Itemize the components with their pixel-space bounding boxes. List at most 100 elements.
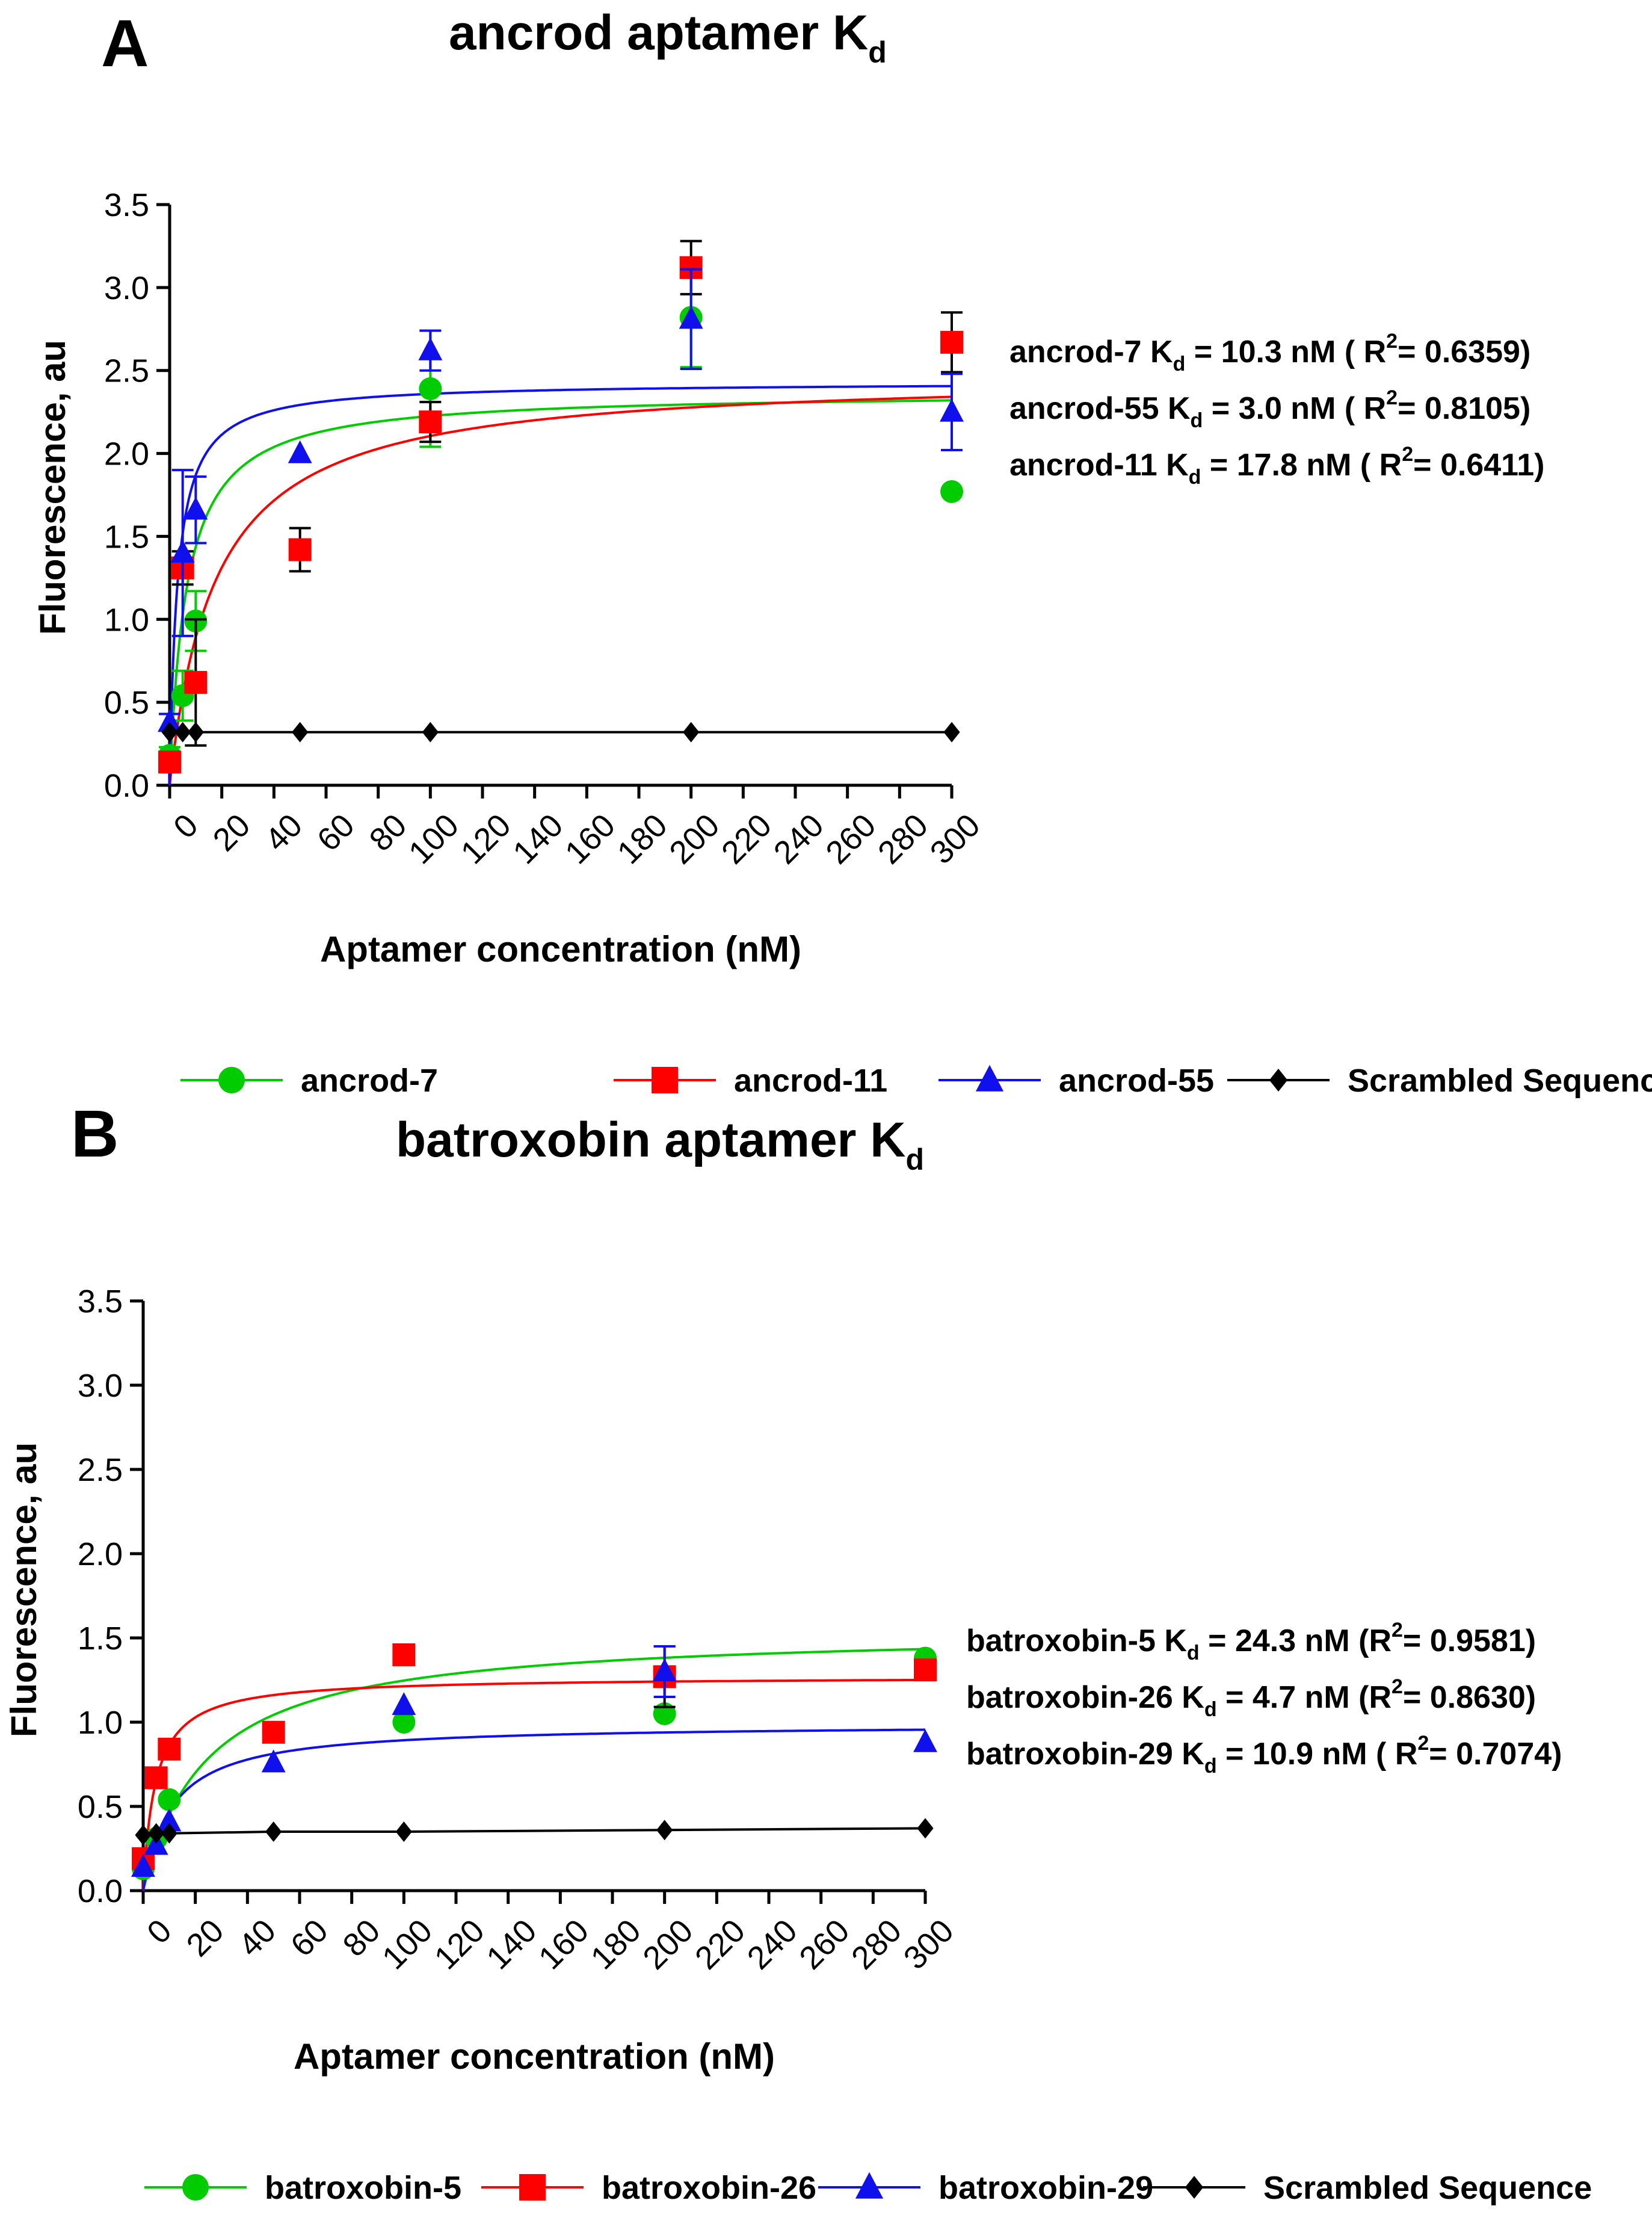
fit-annotations: batroxobin-5 Kd = 24.3 nM (R2= 0.9581) b… — [966, 1619, 1562, 1778]
x-tick-label: 80 — [363, 807, 414, 858]
x-tick-label: 240 — [767, 807, 831, 871]
x-tick-label: 260 — [792, 1912, 856, 1976]
x-tick-label: 260 — [819, 807, 883, 871]
fit-annotations: ancrod-7 Kd = 10.3 nM ( R2= 0.6359) ancr… — [1009, 330, 1544, 489]
data-point-ancrod-55 — [940, 398, 964, 422]
data-point-ancrod-55 — [170, 540, 195, 563]
x-tick-label: 100 — [375, 1912, 439, 1976]
data-point-batroxobin-5 — [158, 1788, 181, 1811]
chart-title: ancrod aptamer Kd — [449, 5, 887, 69]
x-tick-label: 220 — [688, 1912, 752, 1976]
legend-item: batroxobin-29 — [818, 2170, 1153, 2206]
legend-marker — [975, 1064, 1004, 1092]
data-point-scrambled-sequence — [187, 721, 204, 743]
data-point-scrambled-sequence — [265, 1821, 282, 1842]
y-tick-label: 3.5 — [104, 187, 149, 223]
data-point-ancrod-11 — [158, 750, 181, 774]
x-tick-label: 280 — [871, 807, 935, 871]
x-axis-label: Aptamer concentration (nM) — [320, 929, 801, 969]
data-point-ancrod-7 — [419, 377, 442, 401]
legend-label: Scrambled Sequence — [1348, 1063, 1652, 1099]
legend-label: ancrod-7 — [301, 1063, 438, 1099]
legend-label: batroxobin-26 — [602, 2170, 816, 2206]
data-point-scrambled-sequence — [422, 721, 439, 743]
x-tick-label: 220 — [715, 807, 778, 871]
x-tick-label: 100 — [402, 807, 466, 871]
y-tick-label: 0.5 — [78, 1789, 123, 1825]
y-tick-label: 1.0 — [104, 602, 149, 638]
legend-label: ancrod-55 — [1059, 1063, 1214, 1099]
x-tick-label: 20 — [180, 1912, 231, 1963]
data-point-ancrod-55 — [158, 709, 182, 732]
x-tick-label: 180 — [584, 1912, 648, 1976]
data-point-ancrod-11 — [419, 410, 442, 434]
data-point-ancrod-7 — [940, 480, 963, 503]
data-point-batroxobin-29 — [652, 1658, 677, 1682]
data-point-ancrod-55 — [418, 337, 443, 360]
data-point-scrambled-sequence — [148, 1823, 165, 1844]
data-point-batroxobin-5 — [392, 1711, 416, 1734]
y-tick-label: 3.0 — [104, 270, 149, 306]
x-axis-label: Aptamer concentration (nM) — [294, 2036, 775, 2077]
x-tick-label: 280 — [845, 1912, 908, 1976]
data-point-scrambled-sequence — [161, 721, 178, 743]
data-point-ancrod-11 — [184, 671, 208, 694]
chart-title: batroxobin aptamer Kd — [396, 1113, 924, 1176]
legend-item: ancrod-7 — [180, 1063, 438, 1099]
legend-label: ancrod-11 — [734, 1063, 887, 1099]
x-tick-label: 200 — [636, 1912, 700, 1976]
x-tick-label: 20 — [206, 807, 257, 858]
annotation-line: ancrod-7 Kd = 10.3 nM ( R2= 0.6359) — [1009, 330, 1530, 375]
legend: ancrod-7 ancrod-11 ancrod-55 Scrambled Sequ… — [180, 1063, 1652, 1099]
y-tick-label: 0.0 — [104, 768, 149, 804]
fit-curve-ancrod-11 — [168, 395, 952, 786]
data-point-batroxobin-29 — [261, 1749, 286, 1773]
legend-label: batroxobin-29 — [938, 2170, 1153, 2206]
y-tick-label: 1.0 — [78, 1705, 123, 1741]
x-tick-label: 60 — [310, 807, 362, 858]
legend-marker — [519, 2174, 546, 2201]
annotation-line: batroxobin-5 Kd = 24.3 nM (R2= 0.9581) — [966, 1619, 1536, 1664]
y-tick-label: 1.5 — [104, 519, 149, 555]
x-tick-label: 40 — [232, 1912, 283, 1963]
annotation-line: batroxobin-26 Kd = 4.7 nM (R2= 0.8630) — [966, 1675, 1536, 1721]
data-point-batroxobin-26 — [914, 1658, 937, 1682]
data-point-batroxobin-29 — [392, 1692, 416, 1716]
data-point-scrambled-sequence — [292, 721, 309, 743]
y-axis-label: Fluorescence, au — [32, 340, 73, 635]
data-point-batroxobin-29 — [157, 1808, 182, 1832]
data-point-scrambled-sequence — [917, 1818, 934, 1839]
x-tick-label: 180 — [611, 807, 674, 871]
x-tick-label: 80 — [336, 1912, 387, 1963]
x-tick-label: 300 — [897, 1912, 961, 1976]
panel-letter: B — [71, 1097, 119, 1171]
x-tick-label: 140 — [479, 1912, 543, 1976]
x-tick-label: 200 — [662, 807, 726, 871]
data-point-scrambled-sequence — [395, 1821, 412, 1842]
x-tick-label: 300 — [923, 807, 987, 871]
y-tick-label: 0.0 — [78, 1873, 123, 1909]
panel-b: B batroxobin aptamer Kd 0.0 0.5 1.0 1.5 2.0 2… — [4, 1097, 1592, 2206]
data-point-scrambled-sequence — [174, 721, 191, 743]
data-point-scrambled-sequence — [683, 721, 700, 743]
data-point-batroxobin-26 — [392, 1643, 416, 1666]
x-tick-label: 120 — [428, 1912, 492, 1976]
data-point-scrambled-sequence — [943, 721, 960, 743]
legend-marker — [652, 1067, 678, 1093]
y-tick-label: 2.5 — [78, 1452, 123, 1488]
data-point-batroxobin-26 — [262, 1720, 285, 1744]
legend-marker — [1269, 1069, 1288, 1092]
y-tick-label: 0.5 — [104, 685, 149, 721]
fit-curve-ancrod-55 — [168, 385, 952, 785]
x-tick-label: 140 — [506, 807, 570, 871]
x-tick-label: 160 — [532, 1912, 596, 1976]
legend-marker — [218, 1067, 245, 1093]
y-tick-label: 3.0 — [78, 1368, 123, 1404]
legend-label: batroxobin-5 — [265, 2170, 461, 2206]
data-point-scrambled-sequence — [161, 1823, 177, 1844]
legend-marker — [1185, 2176, 1204, 2199]
legend-marker — [855, 2172, 884, 2199]
panel-a: A ancrod aptamer Kd 0.0 0.5 1.0 1.5 2.0 2.5 3.… — [32, 5, 1652, 1099]
y-tick-label: 2.0 — [78, 1536, 123, 1572]
